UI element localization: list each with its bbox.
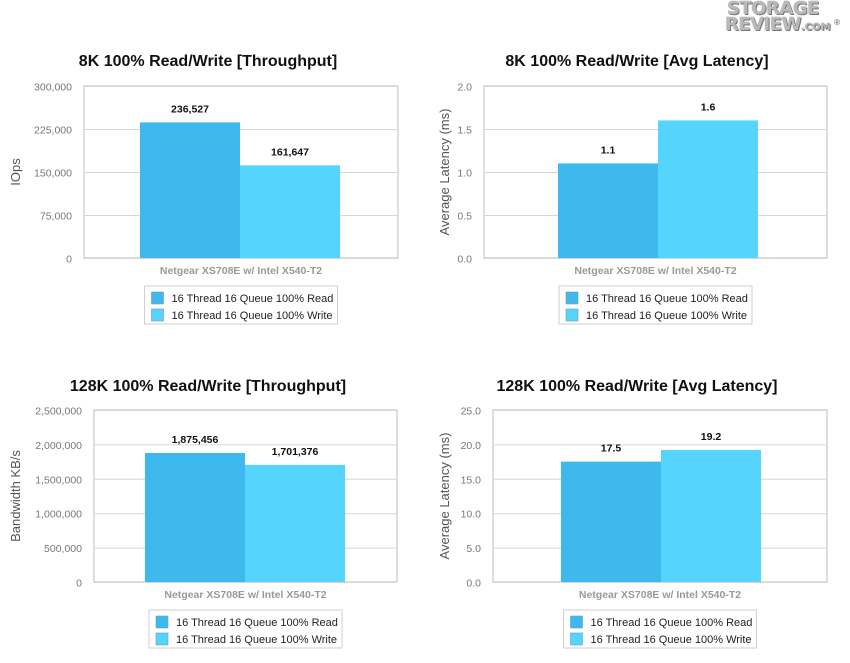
legend-box — [144, 285, 338, 325]
bar-read — [145, 452, 245, 582]
y-axis-label: Average Latency (ms) — [437, 109, 452, 236]
data-label: 1,875,456 — [172, 434, 219, 446]
y-tick-label: 1.0 — [457, 168, 472, 180]
y-tick-label: 10.0 — [461, 509, 482, 521]
legend-swatch — [151, 308, 164, 322]
data-label: 236,527 — [171, 103, 209, 115]
y-tick-label: 5.0 — [466, 543, 481, 555]
y-axis-label: Bandwidth KB/s — [8, 450, 23, 542]
y-tick-label: 0.0 — [466, 578, 481, 590]
logo-review-text: REVIEW — [725, 14, 801, 35]
data-label: 161,647 — [271, 146, 309, 158]
bar-write — [240, 165, 340, 258]
y-tick-label: 150,000 — [34, 168, 72, 180]
chart-128k-throughput: 128K 100% Read/Write [Throughput] 0 500,00… — [8, 378, 398, 649]
bar-write — [661, 449, 761, 582]
y-tick-label: 1,000,000 — [35, 509, 82, 521]
y-tick-label: 25.0 — [461, 406, 482, 418]
y-tick-label: 0 — [76, 578, 82, 590]
chart-title: 128K 100% Read/Write [Avg Latency] — [497, 378, 778, 395]
legend-swatch — [565, 308, 579, 322]
data-label: 19.2 — [701, 431, 722, 443]
y-tick-label: 225,000 — [34, 125, 72, 137]
legend-box — [558, 285, 753, 325]
y-axis-label: IOps — [8, 158, 23, 186]
legend-label: 16 Thread 16 Queue 100% Write — [586, 310, 747, 322]
y-tick-label: 0.5 — [457, 211, 472, 223]
chart-8k-latency: 8K 100% Read/Write [Avg Latency] 0.0 0.5 1.… — [437, 53, 828, 325]
bar-read — [558, 163, 658, 258]
storagereview-logo: STORAGE REVIEW.COM ® — [722, 0, 840, 36]
legend-label: 16 Thread 16 Queue 100% Read — [591, 617, 753, 629]
legend-swatch — [151, 291, 164, 305]
bar-write — [245, 464, 345, 582]
legend-label: 16 Thread 16 Queue 100% Write — [176, 634, 337, 646]
legend-box — [148, 609, 343, 649]
legend-swatch — [570, 615, 583, 629]
bar-write — [658, 120, 758, 259]
legend-label: 16 Thread 16 Queue 100% Read — [172, 293, 334, 305]
x-category-label: Netgear XS708E w/ Intel X540-T2 — [574, 265, 736, 277]
logo-com-text: .COM — [800, 22, 831, 33]
legend-swatch — [570, 632, 583, 646]
legend-label: 16 Thread 16 Queue 100% Read — [586, 293, 748, 305]
x-category-label: Netgear XS708E w/ Intel X540-T2 — [160, 265, 322, 277]
y-tick-label: 500,000 — [44, 543, 82, 555]
x-category-label: Netgear XS708E w/ Intel X540-T2 — [164, 589, 326, 601]
x-category-label: Netgear XS708E w/ Intel X540-T2 — [579, 589, 741, 601]
chart-8k-throughput: 8K 100% Read/Write [Throughput] 0 75,000 15… — [8, 53, 399, 325]
y-tick-label: 1,500,000 — [35, 474, 82, 486]
data-label: 1.1 — [601, 144, 616, 156]
y-tick-label: 300,000 — [34, 82, 72, 94]
y-tick-label: 1.5 — [457, 125, 472, 137]
data-label: 1,701,376 — [272, 446, 319, 458]
chart-title: 128K 100% Read/Write [Throughput] — [70, 378, 346, 395]
y-tick-label: 15.0 — [461, 474, 482, 486]
y-tick-label: 0.0 — [457, 254, 472, 266]
y-tick-label: 2.0 — [457, 82, 472, 94]
logo-bottom-text: REVIEW.COM — [725, 14, 831, 35]
chart-title: 8K 100% Read/Write [Throughput] — [79, 53, 337, 70]
chart-128k-latency: 128K 100% Read/Write [Avg Latency] 0.0 5.0… — [437, 378, 828, 649]
legend-label: 16 Thread 16 Queue 100% Read — [176, 617, 338, 629]
legend-swatch — [565, 291, 579, 305]
y-tick-label: 75,000 — [40, 211, 72, 223]
logo-top-text: STORAGE — [727, 0, 819, 19]
legend-swatch — [155, 615, 169, 629]
bar-read — [561, 461, 661, 582]
legend-box — [563, 609, 757, 649]
y-tick-label: 0 — [66, 254, 72, 266]
y-tick-label: 2,500,000 — [35, 406, 82, 418]
legend-label: 16 Thread 16 Queue 100% Write — [172, 310, 333, 322]
data-label: 17.5 — [601, 443, 622, 455]
legend-label: 16 Thread 16 Queue 100% Write — [591, 634, 752, 646]
y-tick-label: 2,000,000 — [35, 440, 82, 452]
data-label: 1.6 — [701, 101, 716, 113]
legend-swatch — [155, 632, 169, 646]
bar-read — [140, 122, 240, 258]
y-tick-label: 20.0 — [461, 440, 482, 452]
chart-title: 8K 100% Read/Write [Avg Latency] — [505, 53, 768, 70]
logo-registered-mark: ® — [834, 18, 840, 27]
y-axis-label: Average Latency (ms) — [437, 433, 452, 560]
